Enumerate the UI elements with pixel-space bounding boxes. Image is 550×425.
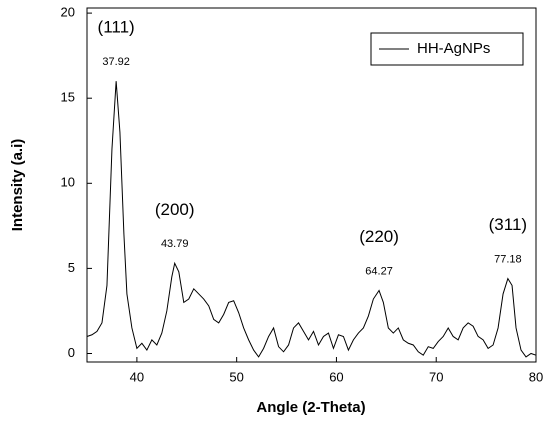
hkl-label: (111) (98, 18, 135, 37)
x-axis-title: Angle (2-Theta) (256, 399, 365, 416)
peak-label: 77.18 (494, 254, 522, 266)
x-tick-label: 70 (429, 369, 443, 384)
x-tick-label: 80 (529, 369, 543, 384)
peak-label: 64.27 (365, 265, 393, 277)
data-line (86, 81, 537, 358)
y-tick-label: 20 (61, 5, 75, 20)
hkl-label: (200) (155, 200, 195, 219)
y-tick-label: 5 (68, 260, 75, 275)
x-tick-label: 40 (130, 369, 144, 384)
y-axis-title: Intensity (a.i) (9, 139, 26, 232)
y-tick-label: 10 (61, 175, 75, 190)
peak-label: 37.92 (102, 56, 130, 68)
plot-frame (86, 7, 537, 363)
hkl-label: (311) (489, 215, 527, 234)
peak-label: 43.79 (161, 238, 189, 250)
x-tick-label: 50 (229, 369, 243, 384)
legend-label: HH-AgNPs (417, 40, 490, 57)
y-tick-label: 0 (68, 345, 75, 360)
y-tick-label: 15 (61, 90, 75, 105)
hkl-label: (220) (359, 227, 399, 246)
x-tick-label: 60 (329, 369, 343, 384)
